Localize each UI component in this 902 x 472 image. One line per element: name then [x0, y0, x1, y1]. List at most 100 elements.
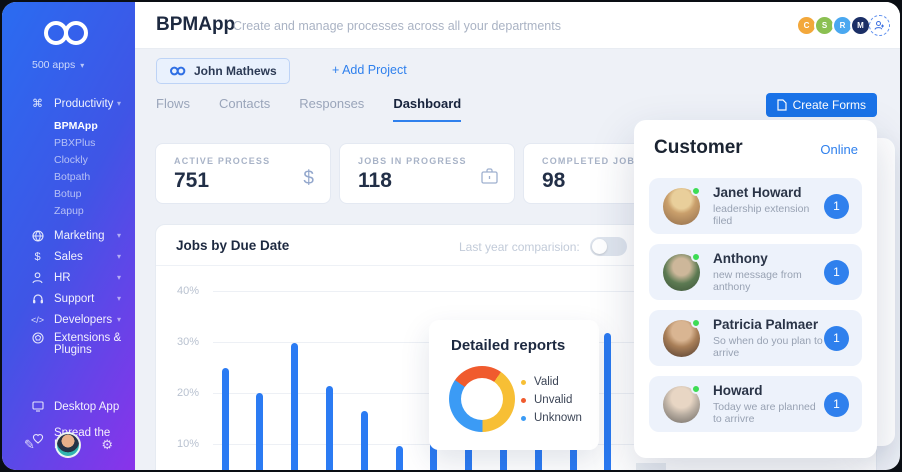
y-axis-tick: 30% — [176, 336, 199, 348]
project-chip[interactable]: John Mathews — [156, 58, 290, 84]
sidebar-item-developers[interactable]: </> Developers ▾ — [2, 309, 135, 330]
sidebar-item-hr[interactable]: HR ▾ — [2, 267, 135, 288]
sidebar-item-label: Marketing — [54, 229, 105, 242]
sidebar-item-support[interactable]: Support ▾ — [2, 288, 135, 309]
command-icon: ⌘ — [32, 98, 43, 110]
sidebar-subitem-botup[interactable]: Botup — [54, 187, 82, 200]
customer-panel: Customer Online Janet Howard leadership … — [634, 120, 877, 458]
apps-count-label: 500 apps — [32, 59, 76, 71]
sidebar-item-label: Desktop App — [54, 400, 120, 413]
sidebar-subitem-bpmapp[interactable]: BPMApp — [54, 119, 98, 132]
online-dot — [691, 317, 701, 328]
online-link[interactable]: Online — [820, 142, 858, 157]
legend-item-valid: Valid — [521, 376, 582, 388]
customer-meta: Anthony new message from anthony — [713, 251, 824, 293]
infinity-icon — [170, 66, 186, 76]
sidebar-item-extensions[interactable]: Extensions & Plugins — [2, 330, 135, 356]
project-chip-label: John Mathews — [194, 64, 277, 78]
sidebar-item-label: Support — [54, 292, 95, 305]
team-avatar[interactable]: M — [850, 15, 871, 36]
legend: Valid Unvalid Unknown — [521, 376, 582, 424]
bar — [499, 433, 507, 470]
header: BPMApp Create and manage processes acros… — [135, 2, 900, 49]
legend-label: Unknown — [534, 412, 582, 424]
sidebar-subitem-pbxplus[interactable]: PBXPlus — [54, 136, 96, 149]
create-forms-button[interactable]: Create Forms — [765, 93, 877, 117]
stat-label: ACTIVE PROCESS — [174, 156, 271, 166]
online-dot — [691, 185, 701, 196]
unread-badge: 1 — [824, 193, 849, 219]
dollar-icon: $ — [34, 250, 41, 263]
dollar-icon: $ — [303, 168, 314, 189]
comparison-toggle-row: Last year comparision: — [459, 237, 627, 256]
add-user-button[interactable] — [869, 15, 890, 36]
y-axis-tick: 20% — [176, 387, 199, 399]
customer-list-item[interactable]: Anthony new message from anthony 1 — [649, 244, 862, 300]
bar — [569, 433, 577, 470]
customer-list: Janet Howard leadership extension filed … — [649, 178, 862, 432]
tab-responses[interactable]: Responses — [299, 96, 365, 111]
sidebar-item-label: Extensions & Plugins — [54, 332, 122, 356]
tab-dashboard[interactable]: Dashboard — [393, 96, 462, 122]
sidebar-item-desktop-app[interactable]: Desktop App — [2, 396, 135, 417]
stat-label: COMPLETED JOBS — [542, 156, 643, 166]
unread-badge: 1 — [824, 325, 849, 351]
customer-message: So when do you plan to arrive — [713, 335, 823, 359]
customer-meta: Howard Today we are planned to arrivre — [713, 383, 824, 425]
app-logo[interactable] — [40, 18, 135, 53]
chevron-down-icon: ▾ — [116, 273, 121, 282]
apps-count[interactable]: 500 apps ▾ — [32, 59, 135, 71]
customer-list-item[interactable]: Patricia Palmaer So when do you plan to … — [649, 310, 862, 366]
toggle-label: Last year comparision: — [459, 239, 580, 254]
chevron-down-icon: ▾ — [116, 99, 121, 108]
chevron-down-icon: ▾ — [116, 231, 121, 240]
tab-flows[interactable]: Flows — [156, 96, 190, 111]
sidebar-nav: ⌘ Productivity ▾ BPMApp PBXPlus Clockly … — [2, 93, 135, 451]
customer-panel-title: Customer — [654, 137, 743, 158]
sidebar-footer: ✎ ⚙ — [2, 432, 135, 458]
bar-series — [156, 225, 876, 470]
briefcase-icon — [481, 168, 498, 189]
tab-contacts[interactable]: Contacts — [218, 96, 271, 111]
bar — [360, 410, 368, 470]
sidebar-item-sales[interactable]: $ Sales ▾ — [2, 246, 135, 267]
scrollbar[interactable] — [636, 463, 666, 470]
pen-icon[interactable]: ✎ — [24, 437, 35, 452]
legend-item-unknown: Unknown — [521, 412, 582, 424]
sidebar-item-label: Productivity — [54, 97, 114, 110]
y-axis-tick: 40% — [176, 285, 199, 297]
stat-value: 118 — [358, 169, 392, 192]
globe-icon — [30, 229, 45, 242]
sidebar-item-label: Developers — [54, 313, 113, 326]
sidebar: 500 apps ▾ ⌘ Productivity ▾ BPMApp PBXPl… — [2, 2, 135, 470]
sidebar-subitem-clockly[interactable]: Clockly — [54, 153, 88, 166]
donut-chart — [449, 366, 515, 432]
customer-message: leadership extension filed — [713, 203, 810, 227]
sidebar-item-marketing[interactable]: Marketing ▾ — [2, 225, 135, 246]
legend-label: Unvalid — [534, 394, 573, 406]
customer-message: Today we are planned to arrivre — [713, 401, 816, 425]
productivity-submenu: BPMApp PBXPlus Clockly Botpath Botup Zap… — [2, 117, 135, 219]
unread-badge: 1 — [824, 259, 849, 285]
sidebar-subitem-botpath[interactable]: Botpath — [54, 170, 91, 183]
gear-icon[interactable]: ⚙ — [101, 437, 113, 452]
bar — [534, 433, 542, 470]
monitor-icon — [30, 401, 45, 412]
customer-avatar — [663, 317, 701, 357]
customer-name: Anthony — [713, 251, 768, 266]
customer-avatar — [663, 383, 701, 423]
create-forms-label: Create Forms — [792, 98, 866, 112]
bar — [430, 433, 438, 470]
customer-list-item[interactable]: Janet Howard leadership extension filed … — [649, 178, 862, 234]
stat-value: 98 — [542, 169, 566, 192]
customer-list-item[interactable]: Howard Today we are planned to arrivre 1 — [649, 376, 862, 432]
online-dot — [691, 383, 701, 394]
bar — [604, 333, 612, 470]
user-avatar[interactable] — [55, 432, 82, 458]
sidebar-subitem-zapup[interactable]: Zapup — [54, 204, 84, 217]
add-project-link[interactable]: + Add Project — [332, 63, 407, 77]
comparison-toggle[interactable] — [589, 237, 627, 256]
sidebar-item-productivity[interactable]: ⌘ Productivity ▾ — [2, 93, 135, 114]
customer-name: Janet Howard — [713, 185, 802, 200]
